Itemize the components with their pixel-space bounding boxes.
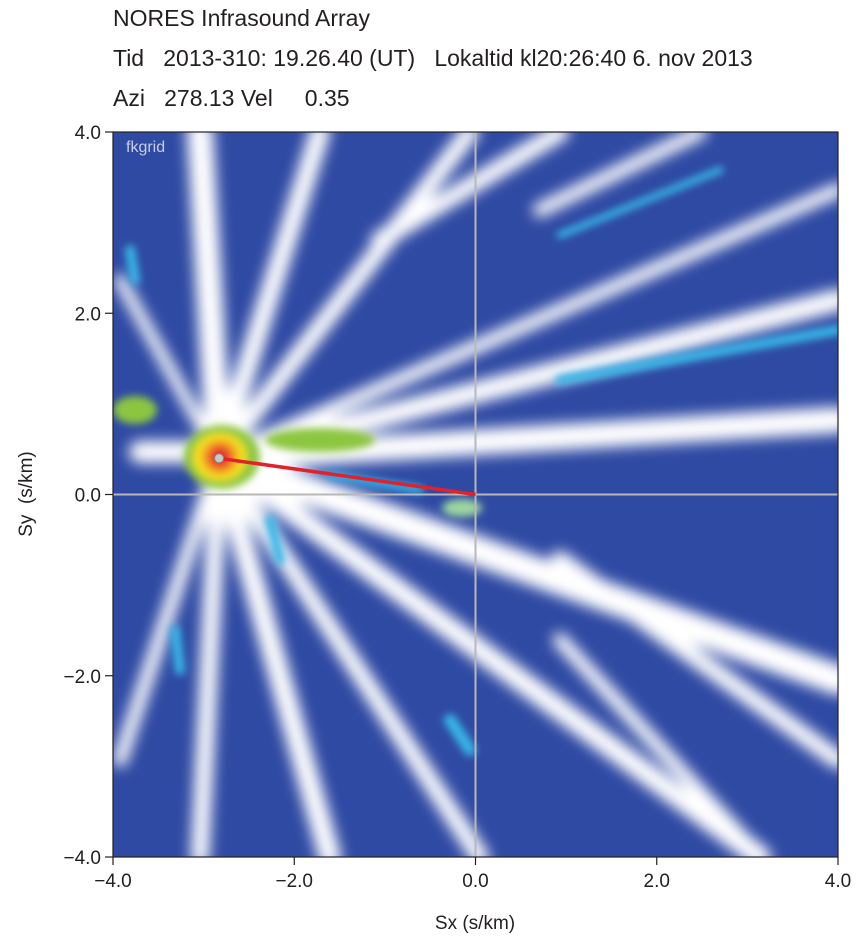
x-tick-label: 4.0 xyxy=(825,871,851,892)
x-tick-label: 0.0 xyxy=(462,871,488,892)
y-tick-label: −4.0 xyxy=(63,848,101,869)
chart-subtitle: Azi 278.13 Vel 0.35 xyxy=(113,85,350,111)
chart-subtitle: Tid 2013-310: 19.26.40 (UT) Lokaltid kl2… xyxy=(113,45,753,71)
y-tick-label: 0.0 xyxy=(75,486,101,507)
x-axis-label: Sx (s/km) xyxy=(435,913,515,934)
y-tick-label: 2.0 xyxy=(75,304,101,325)
annotation: fkgrid xyxy=(126,139,165,156)
peak-point xyxy=(214,453,225,464)
x-tick-label: 2.0 xyxy=(644,871,670,892)
y-tick-label: 4.0 xyxy=(75,123,101,144)
x-tick-label: −4.0 xyxy=(94,871,132,892)
chart-title: NORES Infrasound Array xyxy=(113,5,370,31)
slowness-vector xyxy=(218,456,476,497)
y-axis-label: Sy (s/km) xyxy=(16,451,37,537)
x-tick-label: −2.0 xyxy=(275,871,313,892)
y-tick-label: −2.0 xyxy=(63,667,101,688)
